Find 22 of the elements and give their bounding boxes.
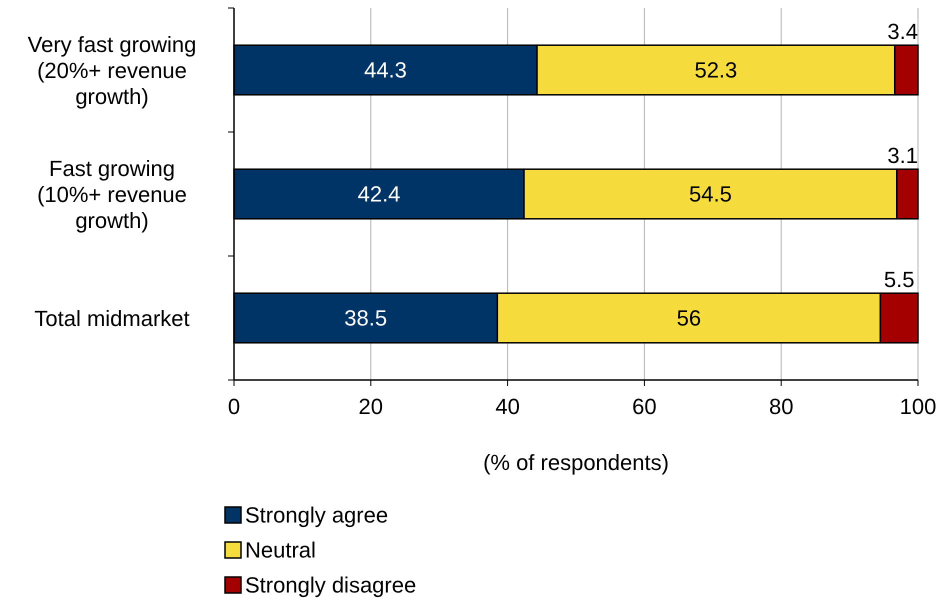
data-label: 42.4 (358, 182, 400, 206)
data-label: 52.3 (694, 58, 738, 82)
x-tick-label: 40 (495, 394, 520, 419)
legend-label: Strongly agree (245, 502, 388, 528)
x-axis-title: (% of respondents) (483, 450, 669, 475)
y-tick-label: Total midmarket (34, 306, 190, 330)
data-label: 5.5 (884, 267, 914, 292)
x-tick-label: 60 (632, 394, 657, 419)
x-tick-label: 80 (768, 394, 794, 419)
legend-label: Neutral (245, 538, 316, 562)
x-tick-label: 100 (900, 394, 936, 419)
data-label: 3.4 (887, 19, 918, 44)
legend-label: Strongly disagree (245, 572, 416, 598)
data-label: 38.5 (344, 306, 388, 330)
x-tick-label: 0 (228, 394, 240, 419)
y-tick-label: Very fast growing (20%+ revenue growth) (28, 32, 196, 108)
y-tick-label: Fast growing (10%+ revenue growth) (37, 156, 187, 232)
data-label: 3.1 (887, 143, 918, 168)
data-label: 54.5 (688, 182, 732, 206)
data-label: 56 (676, 306, 702, 330)
data-label: 44.3 (364, 58, 407, 82)
x-tick-label: 20 (358, 394, 384, 419)
